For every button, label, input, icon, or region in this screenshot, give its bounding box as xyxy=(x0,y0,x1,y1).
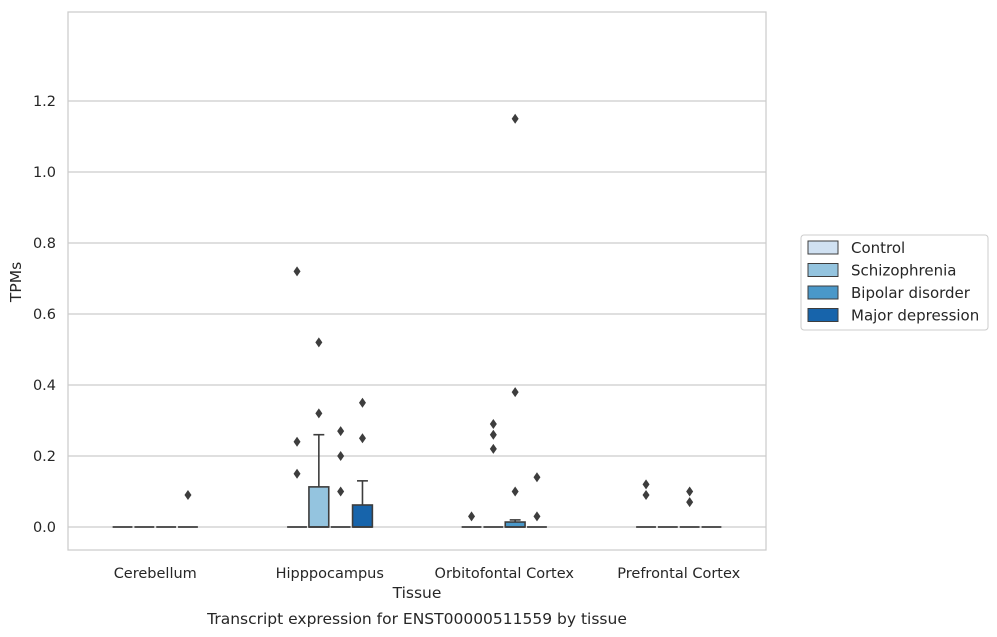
legend: Control Schizophrenia Bipolar disorder Majo… xyxy=(800,234,989,331)
outlier-point xyxy=(511,486,519,497)
outlier-point xyxy=(642,479,650,490)
legend-frame xyxy=(800,234,989,331)
legend-swatch xyxy=(807,285,839,300)
outlier-point xyxy=(686,497,694,508)
y-tick-label: 0.8 xyxy=(33,236,56,252)
box-3-2 xyxy=(527,472,547,528)
legend-swatch xyxy=(807,263,839,277)
outlier-point xyxy=(489,429,497,440)
box-0-1 xyxy=(287,266,307,528)
outlier-point xyxy=(511,387,519,398)
box-3-1 xyxy=(351,397,374,528)
outlier-point xyxy=(337,486,345,497)
y-tick-labels: 0.0 0.2 0.4 0.6 0.8 1.0 1.2 xyxy=(33,94,56,536)
outlier-point xyxy=(489,419,497,430)
gridlines xyxy=(68,100,766,528)
outlier-point xyxy=(468,511,476,522)
y-tick-label: 0.6 xyxy=(33,307,56,323)
outlier-point xyxy=(315,337,323,348)
outlier-point xyxy=(358,397,366,408)
x-tick-label: Prefrontal Cortex xyxy=(617,566,740,582)
y-tick-label: 0.4 xyxy=(33,378,56,394)
outlier-point xyxy=(511,113,519,124)
outlier-point xyxy=(686,486,694,497)
outlier-point xyxy=(337,451,345,461)
chart-caption: Transcript expression for ENST0000051155… xyxy=(206,610,627,628)
legend-label: Major depression xyxy=(851,307,979,325)
outlier-point xyxy=(533,472,541,483)
box-1-1 xyxy=(308,337,330,528)
x-tick-label: Cerebellum xyxy=(114,566,197,582)
outlier-point xyxy=(293,436,301,447)
outlier-point xyxy=(293,266,301,277)
x-tick-labels: Cerebellum Hipppocampus Orbitofontal Corte… xyxy=(114,566,741,582)
box-body xyxy=(308,486,330,528)
box-2-2 xyxy=(504,113,526,528)
outlier-point xyxy=(642,490,650,501)
x-axis-label: Tissue xyxy=(392,584,442,602)
box-1-2 xyxy=(483,419,504,528)
boxes xyxy=(112,113,722,528)
outlier-point xyxy=(358,433,366,444)
y-tick-label: 0.0 xyxy=(33,520,56,536)
box-2-1 xyxy=(330,426,351,528)
legend-label: Control xyxy=(851,239,905,257)
box-body xyxy=(351,504,374,528)
y-tick-label: 1.0 xyxy=(33,165,56,181)
outlier-point xyxy=(533,511,541,522)
x-tick-label: Orbitofontal Cortex xyxy=(435,566,575,582)
box-2-3 xyxy=(679,486,700,528)
legend-swatch xyxy=(807,240,839,255)
box-0-3 xyxy=(636,479,656,528)
legend-label: Bipolar disorder xyxy=(851,284,971,302)
legend-label: Schizophrenia xyxy=(851,262,956,280)
outlier-point xyxy=(489,443,497,454)
outlier-point xyxy=(293,468,301,479)
y-axis-label: TPMs xyxy=(7,262,25,303)
outlier-point xyxy=(315,408,323,419)
y-tick-label: 1.2 xyxy=(33,94,56,110)
plot-frame xyxy=(67,11,767,551)
outlier-point xyxy=(337,426,345,437)
box-3-0 xyxy=(178,490,198,528)
legend-swatch xyxy=(807,308,839,322)
plot-background xyxy=(68,12,766,550)
legend-items: Control Schizophrenia Bipolar disorder Majo… xyxy=(807,239,979,325)
box-0-2 xyxy=(461,511,482,528)
y-tick-label: 0.2 xyxy=(33,449,56,465)
x-tick-label: Hipppocampus xyxy=(276,566,384,582)
outlier-point xyxy=(184,490,192,501)
